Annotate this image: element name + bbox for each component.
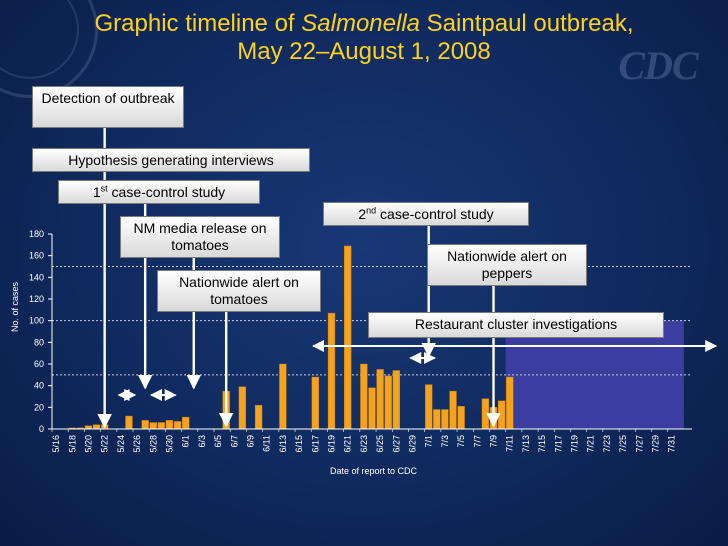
- x-tick-label-31: 7/17: [553, 435, 563, 453]
- x-tick-label-15: 6/15: [294, 435, 304, 453]
- bar-16: [182, 416, 190, 430]
- label-nationwide-alert-tomatoes: Nationwide alert on tomatoes: [157, 270, 321, 312]
- x-tick-label-5: 5/26: [132, 435, 142, 453]
- x-tick-label-30: 7/15: [537, 435, 547, 453]
- label-second-case-control-study: 2nd case-control study: [323, 202, 529, 226]
- y-tick-label-0: 0: [39, 424, 44, 434]
- x-tick-label-22: 6/29: [408, 435, 418, 453]
- x-tick-label-2: 5/20: [83, 435, 93, 453]
- x-tick-label-32: 7/19: [570, 435, 580, 453]
- bar-48: [441, 409, 449, 430]
- x-tick-label-33: 7/21: [586, 435, 596, 453]
- slide-title-line1: Graphic timeline of Salmonella Saintpaul…: [94, 10, 634, 37]
- x-tick-label-25: 7/5: [456, 435, 466, 448]
- bar-11: [141, 420, 149, 430]
- x-tick-label-16: 6/17: [310, 435, 320, 453]
- bar-25: [254, 404, 263, 430]
- bar-49: [449, 390, 457, 430]
- cdc-logo: CDC: [618, 43, 698, 88]
- x-tick-label-20: 6/25: [375, 435, 385, 453]
- bar-53: [481, 398, 490, 430]
- bar-40: [376, 369, 384, 430]
- x-tick-label-36: 7/27: [634, 435, 644, 453]
- bar-34: [327, 312, 336, 430]
- x-tick-label-6: 5/28: [148, 435, 158, 453]
- x-tick-label-19: 6/23: [359, 435, 369, 453]
- x-tick-label-10: 6/5: [213, 435, 223, 448]
- bar-15: [173, 421, 182, 430]
- x-tick-label-29: 7/13: [521, 435, 531, 453]
- bar-42: [392, 370, 400, 430]
- x-tick-label-37: 7/29: [651, 435, 661, 453]
- bar-32: [311, 376, 319, 430]
- bar-39: [368, 387, 376, 430]
- y-tick-label-60: 60: [34, 359, 44, 369]
- x-tick-label-27: 7/9: [489, 435, 499, 448]
- y-tick-label-160: 160: [29, 251, 44, 261]
- x-tick-label-7: 5/30: [164, 435, 174, 453]
- shaded-region: [505, 320, 684, 429]
- x-tick-label-4: 5/24: [116, 435, 126, 453]
- x-tick-label-13: 6/11: [262, 435, 272, 452]
- y-tick-label-120: 120: [29, 294, 44, 304]
- x-tick-label-35: 7/25: [618, 435, 628, 453]
- bar-46: [425, 384, 433, 430]
- x-tick-label-11: 6/7: [229, 435, 239, 448]
- y-tick-label-180: 180: [29, 229, 44, 239]
- bar-55: [497, 400, 506, 430]
- bar-14: [165, 420, 174, 430]
- bar-13: [157, 422, 166, 430]
- slide-title-line2: May 22–August 1, 2008: [237, 38, 491, 65]
- x-tick-label-28: 7/11: [505, 435, 515, 452]
- bar-56: [506, 376, 514, 430]
- x-axis-title: Date of report to CDC: [330, 466, 418, 476]
- bar-36: [344, 245, 352, 430]
- x-tick-label-18: 6/21: [343, 435, 353, 453]
- x-tick-label-26: 7/7: [472, 435, 482, 448]
- bar-41: [384, 375, 392, 430]
- label-detection-of-outbreak: Detection of outbreak: [32, 86, 184, 128]
- bar-47: [433, 409, 441, 430]
- x-tick-label-12: 6/9: [245, 435, 255, 448]
- bar-28: [279, 363, 287, 430]
- x-tick-label-38: 7/31: [667, 435, 677, 453]
- bar-9: [125, 415, 133, 430]
- bar-38: [360, 363, 368, 430]
- x-tick-label-21: 6/27: [391, 435, 401, 453]
- y-tick-label-140: 140: [29, 272, 44, 282]
- y-tick-label-20: 20: [34, 402, 44, 412]
- label-restaurant-cluster-investigations: Restaurant cluster investigations: [368, 312, 664, 338]
- bar-12: [149, 422, 157, 430]
- y-axis-title: No. of cases: [10, 281, 20, 332]
- x-tick-label-3: 5/22: [100, 435, 110, 453]
- bar-5: [92, 424, 101, 430]
- x-tick-label-24: 7/3: [440, 435, 450, 448]
- bar-50: [457, 406, 465, 430]
- x-tick-label-14: 6/13: [278, 435, 288, 453]
- x-tick-label-8: 6/1: [181, 435, 191, 448]
- x-tick-label-0: 5/16: [51, 435, 61, 453]
- x-tick-label-34: 7/23: [602, 435, 612, 453]
- label-first-case-control-study: 1st case-control study: [58, 180, 260, 204]
- label-hypothesis-interviews: Hypothesis generating interviews: [32, 148, 310, 172]
- x-tick-label-1: 5/18: [67, 435, 77, 453]
- label-nationwide-alert-peppers: Nationwide alert on peppers: [427, 244, 587, 286]
- x-tick-label-17: 6/19: [326, 435, 336, 453]
- x-tick-label-23: 7/1: [424, 435, 434, 448]
- y-tick-label-40: 40: [34, 381, 44, 391]
- x-tick-label-9: 6/3: [197, 435, 207, 448]
- y-tick-label-100: 100: [29, 316, 44, 326]
- y-tick-label-80: 80: [34, 337, 44, 347]
- bar-23: [238, 386, 247, 430]
- label-nm-media-release: NM media release on tomatoes: [120, 216, 280, 258]
